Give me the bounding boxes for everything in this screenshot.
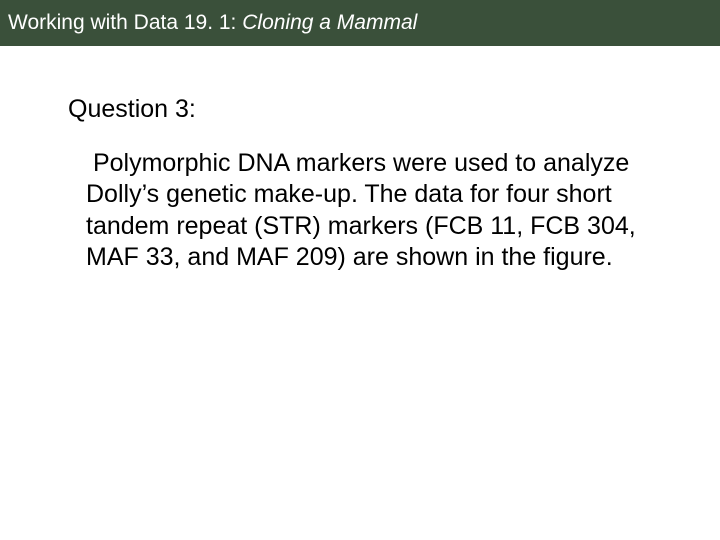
slide: Working with Data 19. 1: Cloning a Mamma… bbox=[0, 0, 720, 540]
header-title: Working with Data 19. 1: Cloning a Mamma… bbox=[8, 11, 417, 35]
question-label: Question 3: bbox=[68, 95, 196, 124]
body-paragraph: Polymorphic DNA markers were used to ana… bbox=[86, 148, 656, 273]
header-italic: Cloning a Mammal bbox=[242, 11, 417, 34]
header-prefix: Working with Data 19. 1: bbox=[8, 11, 242, 34]
header-bar: Working with Data 19. 1: Cloning a Mamma… bbox=[0, 0, 720, 46]
